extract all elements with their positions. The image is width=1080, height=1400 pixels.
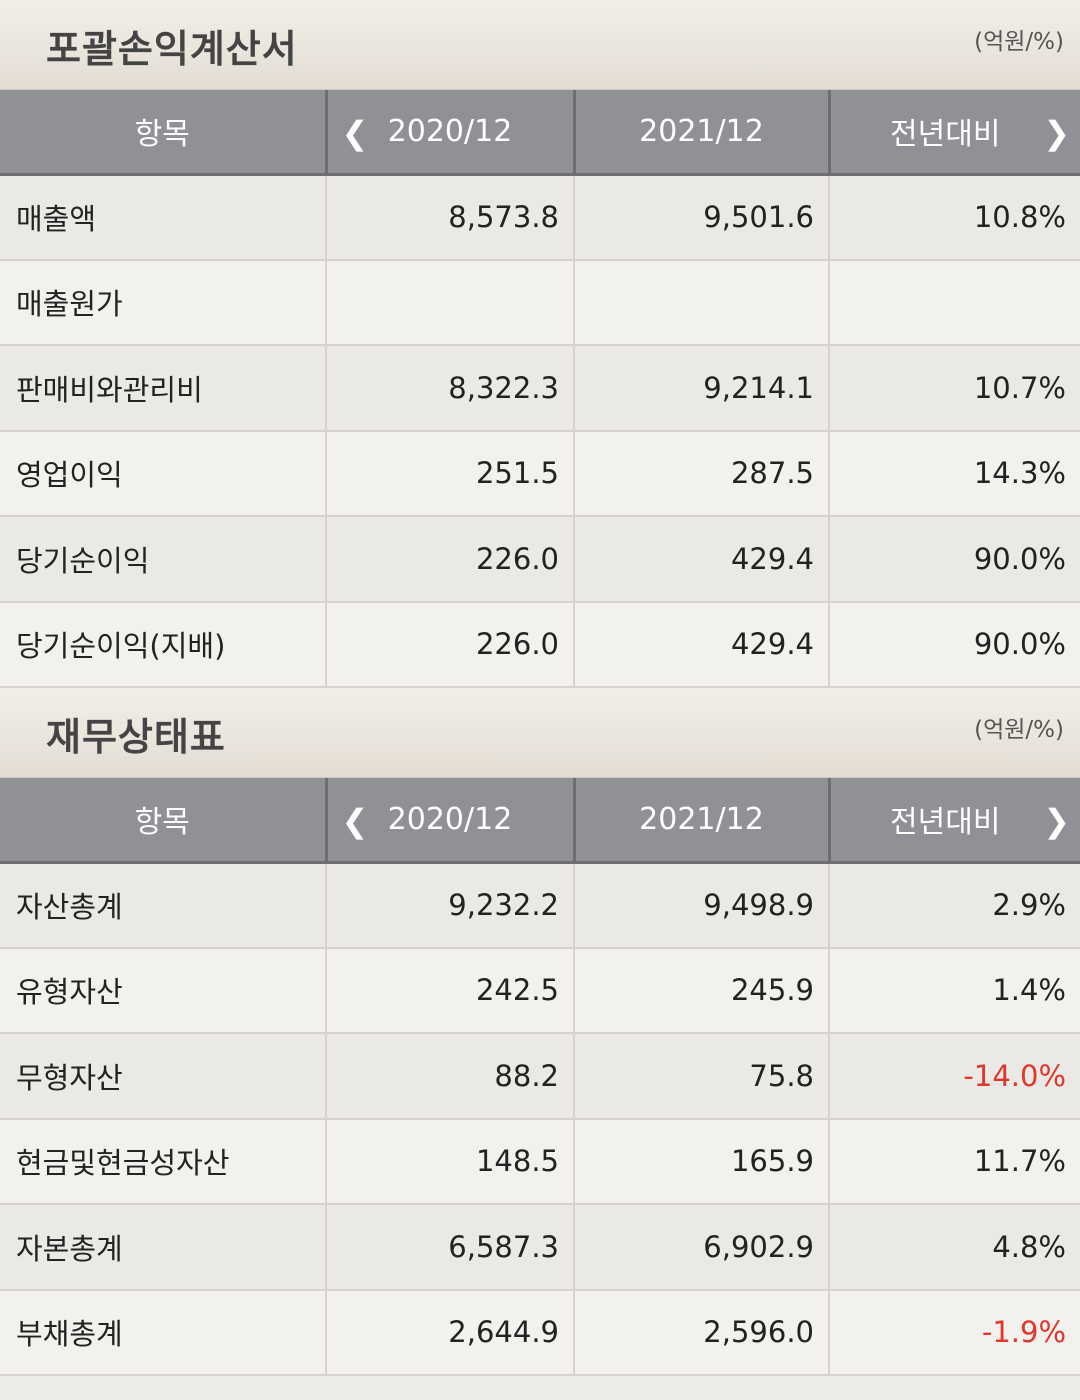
table-row: 유형자산 242.5 245.9 1.4% [0,947,1080,1034]
value-2021: 75.8 [573,1033,829,1120]
table-row: 자산총계 9,232.2 9,498.9 2.9% [0,862,1080,949]
value-yoy: 90.0% [828,601,1080,688]
income-section-header: 포괄손익계산서 (억원/%) [0,0,1080,90]
value-yoy: 90.0% [828,516,1080,603]
row-label: 당기순이익(지배) [0,601,326,688]
value-2020: 148.5 [325,1118,574,1205]
income-unit-label: (억원/%) [974,29,1064,55]
table-row: 영업이익 251.5 287.5 14.3% [0,430,1080,517]
income-header-yoy-label: 전년대비 [890,117,1001,153]
row-label: 부채총계 [0,1289,326,1376]
row-label: 무형자산 [0,1033,326,1120]
balance-header-2021: 2021/12 [572,778,829,864]
income-section-title: 포괄손익계산서 [46,27,298,71]
row-label: 현금및현금성자산 [0,1118,326,1205]
value-2020: 9,232.2 [325,862,574,949]
balance-unit-label: (억원/%) [974,717,1064,743]
chevron-right-icon[interactable]: ❯ [1043,114,1070,152]
balance-header-2020: ❮ 2020/12 [324,778,574,864]
table-row: 현금및현금성자산 148.5 165.9 11.7% [0,1118,1080,1205]
table-row: 당기순이익 226.0 429.4 90.0% [0,516,1080,603]
income-header-yoy: 전년대비 ❯ [827,90,1080,176]
value-2021 [573,259,829,346]
value-2020: 242.5 [325,947,574,1034]
balance-section-title: 재무상태표 [46,715,226,759]
income-table-header-row: 항목 ❮ 2020/12 2021/12 전년대비 ❯ [0,90,1080,176]
table-row: 부채총계 2,644.9 2,596.0 -1.9% [0,1289,1080,1376]
value-2020 [325,259,574,346]
value-yoy: 10.7% [828,345,1080,432]
income-header-2020: ❮ 2020/12 [324,90,574,176]
value-yoy: 2.9% [828,862,1080,949]
value-yoy: 1.4% [828,947,1080,1034]
value-yoy: 14.3% [828,430,1080,517]
value-2021: 165.9 [573,1118,829,1205]
value-yoy: -14.0% [828,1033,1080,1120]
income-table: 항목 ❮ 2020/12 2021/12 전년대비 ❯ 매출액 8,573.8 9,… [0,90,1080,688]
value-yoy [828,259,1080,346]
row-label: 자산총계 [0,862,326,949]
value-2021: 9,501.6 [573,174,829,261]
income-header-item: 항목 [0,90,326,176]
value-2021: 6,902.9 [573,1204,829,1291]
value-yoy: 4.8% [828,1204,1080,1291]
value-2021: 429.4 [573,601,829,688]
chevron-right-icon[interactable]: ❯ [1043,802,1070,840]
value-yoy: -1.9% [828,1289,1080,1376]
value-2020: 88.2 [325,1033,574,1120]
chevron-left-icon[interactable]: ❮ [341,802,369,840]
income-header-2020-label: 2020/12 [387,113,513,149]
value-2020: 226.0 [325,601,574,688]
row-label: 판매비와관리비 [0,345,326,432]
value-2020: 226.0 [325,516,574,603]
balance-table-header-row: 항목 ❮ 2020/12 2021/12 전년대비 ❯ [0,778,1080,864]
row-label: 영업이익 [0,430,326,517]
value-yoy: 11.7% [828,1118,1080,1205]
income-header-2021: 2021/12 [572,90,829,176]
value-2021: 287.5 [573,430,829,517]
value-2021: 2,596.0 [573,1289,829,1376]
row-label: 매출액 [0,174,326,261]
chevron-left-icon[interactable]: ❮ [341,114,369,152]
value-yoy: 10.8% [828,174,1080,261]
value-2020: 6,587.3 [325,1204,574,1291]
table-row: 무형자산 88.2 75.8 -14.0% [0,1033,1080,1120]
balance-header-item: 항목 [0,778,326,864]
value-2021: 9,498.9 [573,862,829,949]
table-row: 자본총계 6,587.3 6,902.9 4.8% [0,1204,1080,1291]
table-row: 매출원가 [0,259,1080,346]
row-label: 자본총계 [0,1204,326,1291]
row-label: 당기순이익 [0,516,326,603]
value-2020: 8,322.3 [325,345,574,432]
balance-header-yoy-label: 전년대비 [890,805,1001,841]
balance-header-2020-label: 2020/12 [387,801,513,837]
value-2021: 245.9 [573,947,829,1034]
row-label: 유형자산 [0,947,326,1034]
value-2020: 8,573.8 [325,174,574,261]
table-row: 판매비와관리비 8,322.3 9,214.1 10.7% [0,345,1080,432]
value-2020: 251.5 [325,430,574,517]
value-2020: 2,644.9 [325,1289,574,1376]
table-row: 당기순이익(지배) 226.0 429.4 90.0% [0,601,1080,688]
balance-table: 항목 ❮ 2020/12 2021/12 전년대비 ❯ 자산총계 9,232.2 9… [0,778,1080,1376]
table-row: 매출액 8,573.8 9,501.6 10.8% [0,174,1080,261]
value-2021: 9,214.1 [573,345,829,432]
value-2021: 429.4 [573,516,829,603]
balance-header-yoy: 전년대비 ❯ [827,778,1080,864]
balance-section-header: 재무상태표 (억원/%) [0,688,1080,778]
row-label: 매출원가 [0,259,326,346]
